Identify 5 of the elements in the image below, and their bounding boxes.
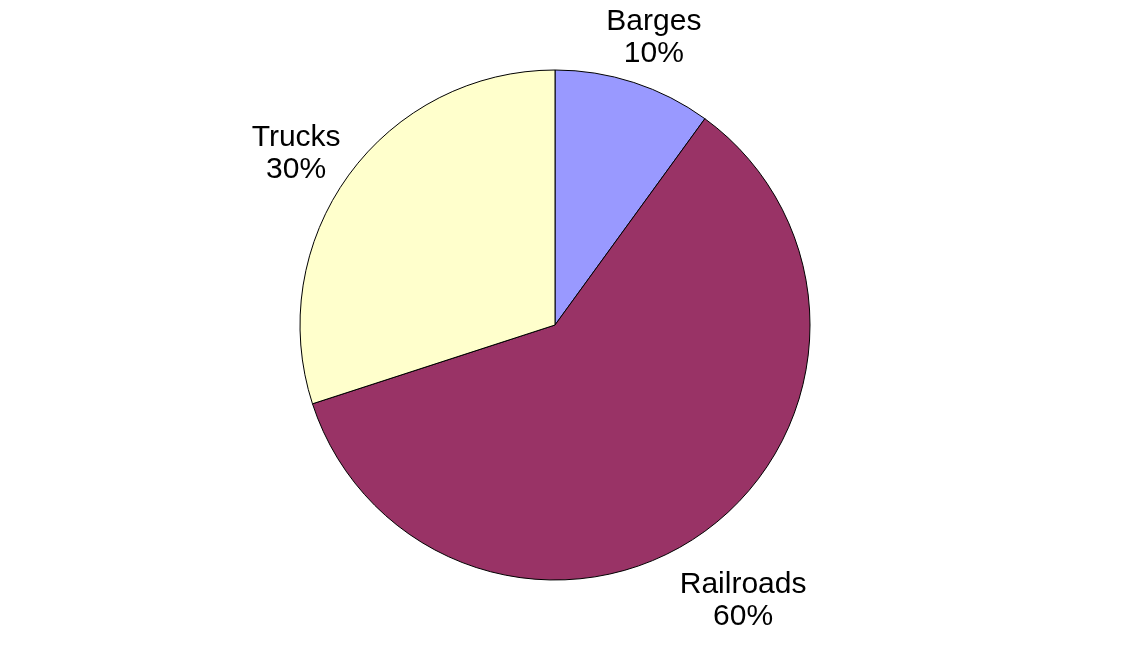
data-label: 30%: [266, 150, 327, 184]
slice-label: Trucks: [251, 118, 341, 152]
slice-label: Barges: [606, 2, 702, 36]
slice-label: Railroads: [679, 565, 807, 599]
data-label: 60%: [713, 597, 774, 631]
